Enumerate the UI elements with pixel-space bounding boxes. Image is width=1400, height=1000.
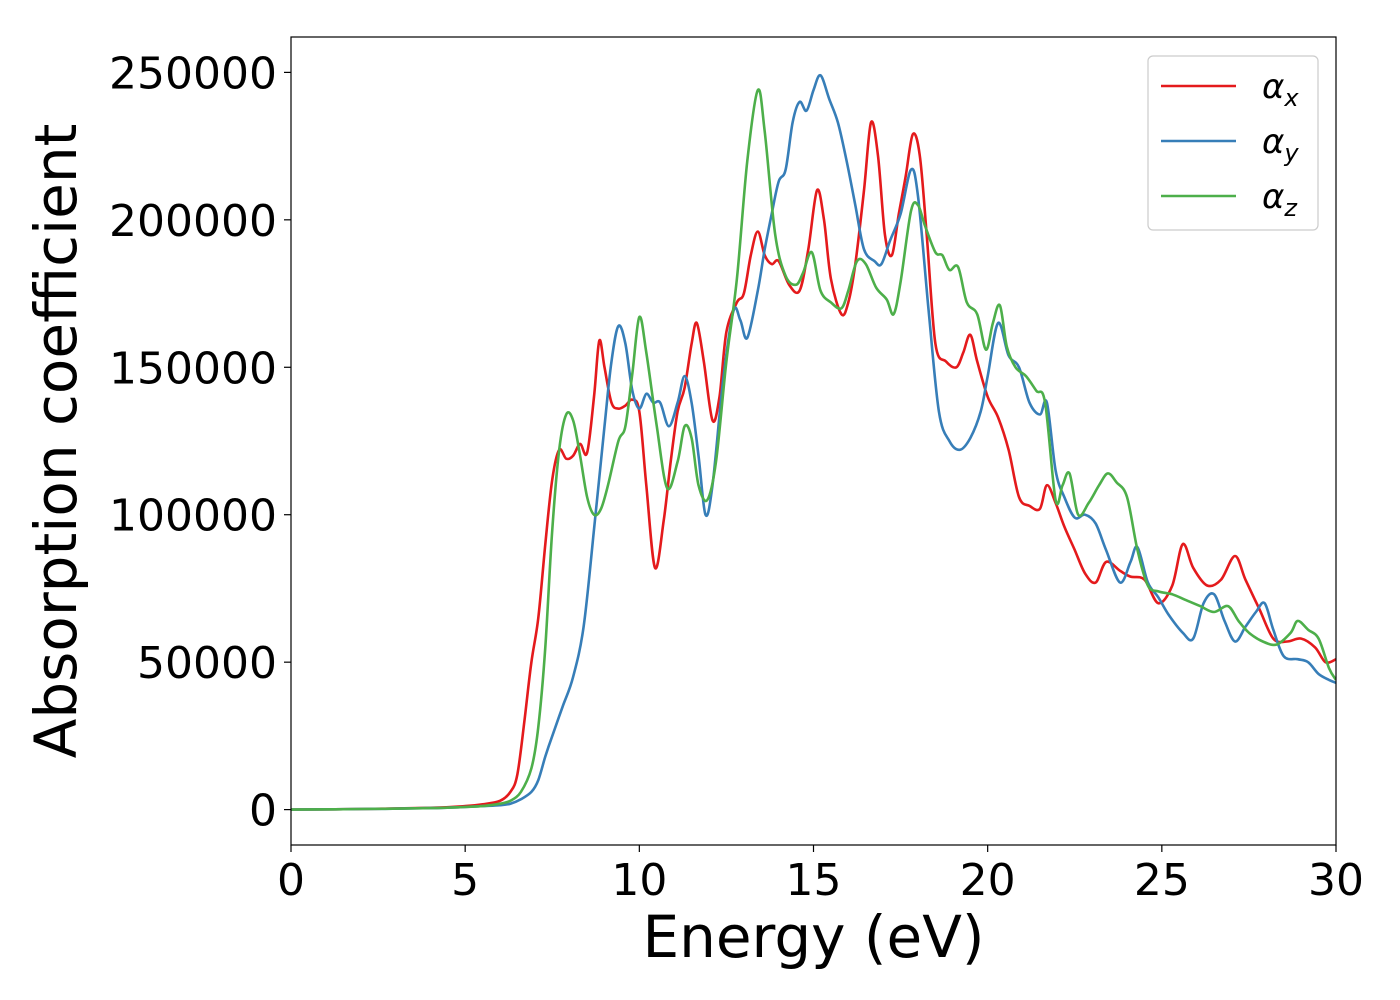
x-tick-label: 25	[1134, 855, 1190, 906]
y-tick-label: 150000	[109, 343, 277, 394]
x-axis-ticks: 0 5 10 15 20 25 30	[277, 845, 1364, 906]
x-tick-label: 30	[1308, 855, 1364, 906]
x-tick-label: 5	[451, 855, 479, 906]
legend-box	[1147, 55, 1319, 231]
series-layer	[291, 73, 1336, 811]
series-line-x	[291, 120, 1336, 811]
x-tick-label: 0	[277, 855, 305, 906]
y-axis-ticks: 0 50000 100000 150000 200000 250000	[109, 48, 291, 837]
y-tick-label: 100000	[109, 491, 277, 542]
y-tick-label: 250000	[109, 48, 277, 99]
x-axis-label: Energy (eV)	[642, 903, 984, 971]
y-axis-label: Absorption coefficient	[22, 124, 90, 759]
series-line-z	[291, 88, 1336, 811]
series-line-y	[291, 73, 1336, 811]
y-tick-label: 200000	[109, 196, 277, 247]
x-tick-label: 10	[611, 855, 667, 906]
y-tick-label: 0	[249, 786, 277, 837]
x-tick-label: 20	[960, 855, 1016, 906]
x-tick-label: 15	[786, 855, 842, 906]
y-tick-label: 50000	[137, 638, 277, 689]
